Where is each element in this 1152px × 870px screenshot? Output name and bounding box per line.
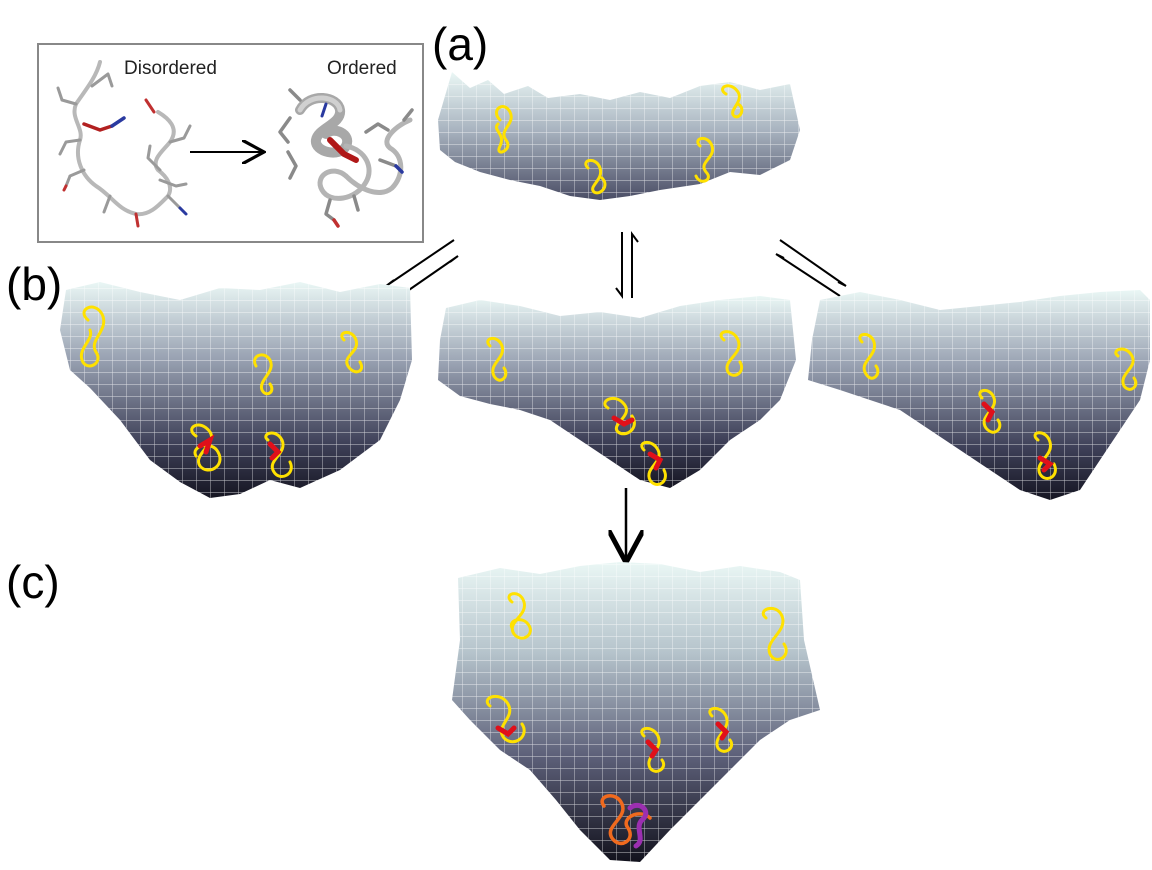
disordered-chain (1114, 347, 1138, 391)
equilibrium-arrow-left (405, 255, 459, 293)
landscape-b-center (438, 296, 796, 488)
equilibrium-arrow-center (615, 232, 623, 299)
panel-label-c: (c) (6, 556, 60, 608)
equilibrium-arrow-right (779, 239, 847, 287)
disordered-chain (485, 694, 526, 744)
panel-label-a: (a) (432, 18, 488, 70)
landscape-c (452, 562, 820, 862)
disordered-chain (486, 337, 508, 382)
ordered-peptide (278, 88, 414, 228)
ordered-segment (495, 725, 517, 738)
disordered-chain (708, 707, 733, 753)
ordered-segment (267, 441, 282, 461)
disordered-chain (340, 331, 363, 374)
disordered-chain (721, 84, 744, 119)
disordered-chain (978, 389, 1002, 434)
landscape-a (438, 72, 800, 200)
disordered-chain (719, 330, 743, 377)
disordered-chain (761, 606, 788, 661)
disordered-chain (640, 441, 667, 486)
grid-a (438, 72, 800, 200)
ordered-segment (715, 721, 730, 741)
equilibrium-arrows (385, 231, 847, 299)
panel-label-b: (b) (6, 258, 62, 310)
landscape-b-right (808, 290, 1150, 500)
disordered-chain (507, 592, 532, 640)
bound-complex-chain-a (600, 794, 652, 846)
equilibrium-arrow-left (385, 239, 455, 287)
landscape-b-left (60, 282, 412, 498)
disordered-chain (858, 333, 880, 380)
ordered-segment (647, 451, 664, 471)
ordered-segment (197, 434, 215, 455)
ordered-segment (981, 401, 996, 423)
disordered-chain (264, 431, 293, 478)
ordered-segment (611, 415, 635, 427)
disordered-label: Disordered (124, 58, 217, 79)
equilibrium-arrow-center (631, 231, 639, 298)
ordered-label: Ordered (327, 58, 397, 79)
bound-complex (600, 794, 652, 849)
grid-b-left (60, 282, 412, 498)
disordered-chain (603, 396, 636, 436)
grid-b-center (438, 296, 796, 488)
bound-complex-chain-b (627, 802, 649, 849)
grid-c (452, 562, 820, 862)
disordered-chain (495, 105, 513, 154)
disordered-chain (584, 159, 607, 195)
disordered-chain (253, 353, 274, 396)
disordered-chain (694, 137, 715, 183)
equilibrium-arrow-right (775, 253, 841, 297)
inset-folding-box: Disordered Ordered (37, 43, 424, 243)
disordered-chain (79, 305, 106, 368)
ordered-segment (1037, 455, 1055, 473)
disordered-peptide (56, 60, 192, 228)
ordered-segment (645, 739, 660, 759)
